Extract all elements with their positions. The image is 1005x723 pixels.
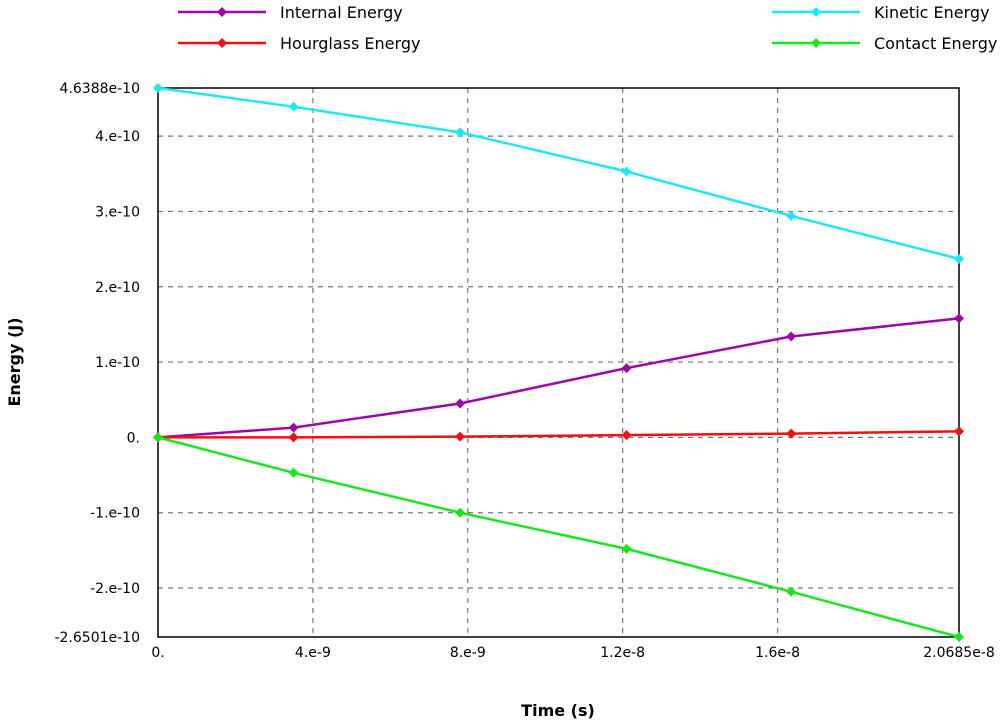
grid [158, 88, 959, 637]
data-point [786, 428, 797, 439]
data-point [288, 432, 299, 443]
legend-marker [811, 38, 821, 48]
legend-marker [217, 7, 227, 17]
series-internal-energy [153, 313, 964, 443]
y-tick-label: 0. [127, 430, 140, 446]
y-tick-label: -1.e-10 [90, 506, 140, 522]
series-line [158, 430, 960, 439]
data-point [153, 432, 163, 443]
data-point [455, 398, 466, 409]
data-point [954, 253, 964, 264]
x-tick-label: 1.2e-8 [600, 645, 645, 661]
y-tick-label: 4.6388e-10 [60, 81, 140, 97]
x-tick-label: 8.e-9 [450, 645, 486, 661]
legend: Internal Energy Kinetic Energy Hourglass E… [178, 3, 997, 53]
series-hourglass-energy [153, 426, 964, 443]
data-point [455, 507, 466, 518]
data-point [621, 166, 632, 177]
x-tick-labels: 0. 4.e-9 8.e-9 1.2e-8 1.6e-8 2.0685e-8 [151, 645, 994, 661]
x-tick-label: 1.6e-8 [755, 645, 800, 661]
y-tick-labels: -2.6501e-10 -2.e-10 -1.e-10 0. 1.e-10 2.e-10 3… [54, 81, 140, 646]
y-tick-label: 2.e-10 [95, 280, 140, 296]
y-tick-label: 4.e-10 [95, 129, 140, 145]
data-point [621, 363, 632, 374]
legend-label: Kinetic Energy [874, 3, 990, 22]
legend-label: Contact Energy [874, 34, 997, 53]
y-tick-label: -2.6501e-10 [54, 630, 140, 646]
series-contact-energy [153, 432, 964, 642]
legend-item: Internal Energy [178, 3, 403, 22]
legend-item: Kinetic Energy [772, 3, 990, 22]
series-kinetic-energy [153, 83, 964, 264]
x-tick-label: 0. [151, 645, 164, 661]
x-tick-label: 4.e-9 [295, 645, 331, 661]
data-point [621, 430, 632, 441]
data-point [954, 313, 964, 324]
data-point [153, 83, 163, 93]
y-tick-label: 3.e-10 [95, 204, 140, 220]
data-point [288, 422, 299, 433]
y-tick-label: 1.e-10 [95, 355, 140, 371]
legend-marker [811, 7, 821, 17]
data-point [288, 101, 299, 112]
legend-item: Contact Energy [772, 34, 997, 53]
y-tick-label: -2.e-10 [90, 581, 140, 597]
legend-label: Hourglass Energy [280, 34, 420, 53]
plot-frame [157, 87, 960, 638]
data-point [288, 467, 299, 478]
data-point [621, 543, 632, 554]
data-point [786, 210, 797, 221]
data-point [786, 586, 797, 597]
y-axis-title: Energy (J) [5, 317, 24, 406]
data-point [954, 426, 964, 437]
legend-item: Hourglass Energy [178, 34, 420, 53]
data-point [455, 431, 466, 442]
series-lines [153, 83, 964, 642]
legend-marker [217, 38, 227, 48]
series-line [157, 317, 960, 439]
data-point [455, 127, 466, 138]
x-axis-title: Time (s) [521, 701, 595, 720]
series-line [157, 436, 960, 639]
data-point [786, 331, 797, 342]
legend-label: Internal Energy [280, 3, 403, 22]
series-line [157, 86, 960, 261]
x-tick-label: 2.0685e-8 [923, 645, 995, 661]
data-point [954, 632, 964, 642]
